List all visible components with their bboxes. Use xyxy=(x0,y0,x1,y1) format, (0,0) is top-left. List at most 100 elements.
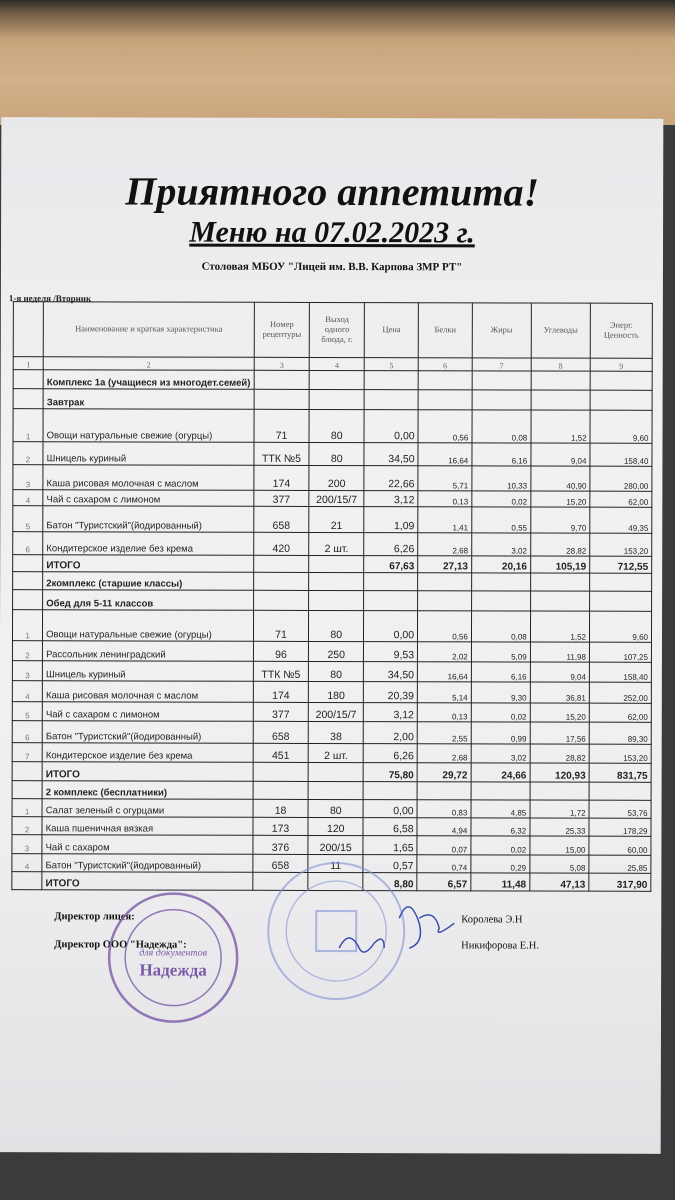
price: 75,80 xyxy=(363,762,418,782)
portion-weight: 2 шт. xyxy=(308,743,364,763)
portion-weight: 200/15 xyxy=(308,835,364,855)
recipe-number: ТТК №5 xyxy=(253,661,309,682)
portion-weight xyxy=(308,555,364,573)
row-number xyxy=(13,369,44,389)
portion-weight: 38 xyxy=(308,721,364,744)
portion-weight xyxy=(309,389,365,410)
fats: 10,33 xyxy=(471,465,531,492)
price: 22,66 xyxy=(364,465,419,491)
portion-weight: 200/15/7 xyxy=(309,490,365,507)
price xyxy=(364,370,419,390)
price: 1,65 xyxy=(363,835,418,855)
column-header: Жиры xyxy=(472,302,532,359)
carbohydrates xyxy=(530,591,590,612)
carbohydrates: 11,98 xyxy=(530,642,590,663)
row-number: 7 xyxy=(12,742,43,762)
carbohydrates: 120,93 xyxy=(529,763,590,783)
row-number: 4 xyxy=(11,853,43,872)
recipe-number: 420 xyxy=(253,532,310,556)
row-number: 6 xyxy=(12,531,43,555)
dish-name: Батон "Туристский"(йодированный) xyxy=(42,720,254,744)
energy-value: 153,20 xyxy=(589,744,652,764)
portion-weight xyxy=(308,590,364,611)
energy-value: 9,60 xyxy=(589,611,652,643)
price xyxy=(363,781,418,800)
table-row: 7 Кондитерское изделие без крема 451 2 шт. 6… xyxy=(12,742,652,764)
fats: 0,02 xyxy=(471,490,531,508)
row-number: 4 xyxy=(12,489,44,506)
dish-name: Кондитерское изделие без крема xyxy=(42,531,254,556)
dish-name: ИТОГО xyxy=(42,554,254,573)
recipe-number: 377 xyxy=(253,490,310,507)
column-number: 1 xyxy=(13,356,44,370)
school-stamp xyxy=(267,862,406,1001)
column-number: 8 xyxy=(530,358,591,372)
portion-weight: 200/15/7 xyxy=(308,702,364,722)
fats: 4,85 xyxy=(470,799,530,819)
dish-name: Чай с сахаром с лимоном xyxy=(42,489,254,507)
dish-name: Каша рисовая молочная с маслом xyxy=(42,680,254,703)
carbohydrates: 40,90 xyxy=(530,466,590,492)
dish-name: Чай с сахаром с лимоном xyxy=(42,701,254,722)
fats: 0,29 xyxy=(470,854,530,874)
fats xyxy=(471,590,531,612)
fats: 0,08 xyxy=(471,409,531,444)
recipe-number: 658 xyxy=(253,506,310,533)
price: 0,00 xyxy=(363,610,418,642)
portion-weight xyxy=(308,762,364,782)
section-row: Обед для 5-11 классов xyxy=(12,589,652,612)
table-row: 3 Чай с сахаром 376 200/15 1,65 0,07 0,02 15,00… xyxy=(11,834,651,856)
proteins: 2,68 xyxy=(417,743,472,763)
recipe-number: 376 xyxy=(252,835,309,855)
row-number xyxy=(12,554,43,572)
dish-name: Шницель куриный xyxy=(42,660,254,682)
column-number: 6 xyxy=(418,357,473,371)
proteins: 1,41 xyxy=(417,506,472,533)
table-row: 3 Каша рисовая молочная с маслом 174 200 22,… xyxy=(12,464,652,492)
proteins: 0,13 xyxy=(417,702,472,722)
dish-name: Комплекс 1а (учащиеся из многодет.семей) xyxy=(43,369,254,390)
dish-name: Овощи натуральные свежие (огурцы) xyxy=(42,609,254,642)
price: 9,53 xyxy=(363,641,418,662)
dish-name: Шницель куриный xyxy=(43,441,254,466)
fats: 0,08 xyxy=(471,610,531,643)
table-row: 6 Кондитерское изделие без крема 420 2 шт. 6… xyxy=(12,531,652,557)
portion-weight: 180 xyxy=(308,681,364,703)
fats xyxy=(470,781,530,801)
column-header: Углеводы xyxy=(530,303,591,359)
dish-name: Обед для 5-11 классов xyxy=(42,589,254,611)
section-row: Комплекс 1а (учащиеся из многодет.семей) xyxy=(13,369,653,391)
row-number: 1 xyxy=(13,408,44,442)
dish-name: Каша рисовая молочная с маслом xyxy=(43,464,254,491)
fats xyxy=(471,389,531,411)
energy-value: 158,40 xyxy=(589,443,653,467)
price xyxy=(363,572,418,591)
energy-value: 53,76 xyxy=(589,800,652,819)
portion-weight: 80 xyxy=(308,799,364,818)
proteins xyxy=(417,781,471,800)
recipe-number: 71 xyxy=(253,610,309,642)
price: 20,39 xyxy=(363,681,418,703)
row-number: 3 xyxy=(11,834,43,854)
fats: 9,30 xyxy=(471,681,531,704)
company-stamp: для документов Надежда xyxy=(107,892,239,1023)
dish-name: Чай с сахаром xyxy=(42,834,253,855)
section-row: Завтрак xyxy=(13,388,653,411)
price: 0,00 xyxy=(364,409,419,443)
energy-value: 153,20 xyxy=(589,533,652,557)
price xyxy=(364,389,419,410)
director-school-name: Королева Э.Н xyxy=(461,914,523,926)
portion-weight: 2 шт. xyxy=(309,532,365,556)
row-number: 2 xyxy=(11,816,43,835)
carbohydrates xyxy=(529,782,590,801)
proteins xyxy=(417,572,472,591)
carbohydrates: 9,04 xyxy=(530,662,590,683)
energy-value: 60,00 xyxy=(588,836,651,856)
portion-weight xyxy=(308,572,364,591)
proteins: 16,64 xyxy=(418,442,472,466)
recipe-number xyxy=(252,781,309,800)
column-number: 4 xyxy=(309,357,365,371)
proteins: 2,68 xyxy=(417,532,472,556)
carbohydrates: 47,13 xyxy=(529,873,589,892)
carbohydrates: 9,04 xyxy=(530,443,591,467)
